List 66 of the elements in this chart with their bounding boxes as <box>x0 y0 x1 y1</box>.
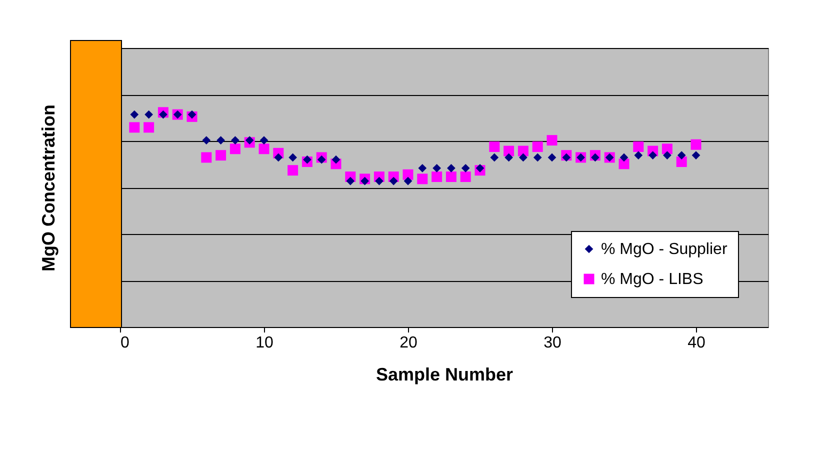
point <box>548 153 556 162</box>
point <box>461 164 470 172</box>
point <box>532 141 543 152</box>
point <box>317 155 326 164</box>
x-axis-title: Sample Number <box>376 364 514 384</box>
point <box>447 164 456 172</box>
point <box>260 136 268 144</box>
x-tick-label: 10 <box>256 334 274 352</box>
point <box>417 174 428 184</box>
point <box>418 164 427 172</box>
point <box>404 176 412 186</box>
point <box>546 135 558 146</box>
point <box>633 141 644 152</box>
point <box>692 151 700 160</box>
point <box>129 122 140 133</box>
point <box>303 155 312 164</box>
point <box>490 153 499 162</box>
point <box>446 172 456 182</box>
legend-label: % MgO - Supplier <box>601 241 728 258</box>
point <box>245 136 254 144</box>
point <box>188 110 196 119</box>
point <box>662 144 672 154</box>
point <box>677 151 686 160</box>
y-axis-title: MgO Concentration <box>38 104 58 272</box>
point <box>159 110 168 119</box>
point <box>389 176 398 186</box>
point <box>648 151 657 160</box>
legend-label: % MgO - LIBS <box>601 271 704 288</box>
point <box>216 150 226 161</box>
point <box>432 172 442 182</box>
point <box>201 152 212 163</box>
point <box>144 110 153 119</box>
point <box>274 153 283 162</box>
point <box>216 136 225 144</box>
point <box>634 151 643 160</box>
x-tick-label: 30 <box>544 334 562 352</box>
point <box>130 110 139 119</box>
point <box>231 136 240 144</box>
point <box>533 153 542 162</box>
x-tick-label: 20 <box>400 334 418 352</box>
point <box>519 153 528 162</box>
point <box>489 141 500 152</box>
point <box>620 153 628 162</box>
point <box>432 164 441 172</box>
point <box>332 155 340 164</box>
point <box>288 153 297 162</box>
point <box>476 164 484 172</box>
point <box>202 136 211 144</box>
x-tick-label: 40 <box>688 334 706 352</box>
point <box>504 153 513 162</box>
point <box>144 122 154 133</box>
point <box>690 139 702 150</box>
point <box>676 156 687 167</box>
point <box>346 176 355 186</box>
point <box>663 151 672 160</box>
point <box>288 165 298 176</box>
point <box>230 144 240 154</box>
point <box>375 176 384 186</box>
x-tick-label: 0 <box>120 334 130 352</box>
point <box>591 153 600 162</box>
point <box>562 153 571 162</box>
point <box>504 146 514 156</box>
point <box>518 146 528 156</box>
point <box>258 144 270 154</box>
point <box>460 172 471 182</box>
point <box>360 176 369 186</box>
